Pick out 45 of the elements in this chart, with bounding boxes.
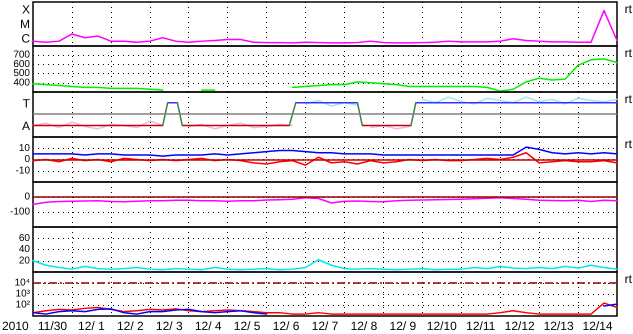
x-tick-label: 12/11 (466, 319, 496, 333)
text: M (20, 17, 30, 31)
line-series (32, 258, 618, 270)
text: rt (624, 2, 633, 16)
y-tick-label: -100 (10, 206, 30, 218)
x-tick-label: 12/ 6 (272, 319, 300, 333)
line-series (32, 146, 618, 157)
x-tick-label: 12/12 (504, 319, 536, 333)
x-axis-title: 2010 (2, 319, 30, 333)
x-tick-label: 11/30 (38, 319, 68, 333)
text: C (21, 32, 30, 46)
text: T (22, 96, 31, 110)
x-tick-label: 12/ 2 (116, 319, 144, 333)
x-tick-label: 12/ 8 (350, 319, 378, 333)
y-tick-label: 40 (18, 244, 30, 255)
x-tick-label: 12/ 4 (194, 319, 222, 333)
y-tick-label: 10³ (16, 288, 31, 300)
y-tick-label: 600 (13, 58, 30, 70)
y-tick-label: 400 (13, 77, 30, 88)
x-tick-label: 12/10 (426, 319, 458, 333)
line-series (32, 152, 618, 166)
text: A (22, 118, 30, 133)
y-tick-label: 700 (13, 50, 30, 61)
x-tick-label: 12/ 1 (78, 319, 106, 333)
x-tick-label: 12/14 (582, 319, 613, 333)
text: rt (624, 272, 633, 286)
y-tick-label: 20 (18, 255, 30, 266)
x-tick-label: 12/ 3 (156, 319, 183, 333)
line-series (32, 197, 618, 206)
x-tick-label: 12/13 (544, 319, 574, 333)
y-tick-label: 0 (24, 192, 30, 202)
y-tick-label: 60 (18, 232, 30, 244)
text: rt (624, 46, 633, 60)
y-tick-label: 10 (18, 142, 30, 154)
y-tick-label: 10² (16, 300, 31, 310)
y-tick-label: 500 (13, 68, 30, 80)
x-tick-label: 12/ 9 (390, 319, 417, 333)
text: X (22, 2, 30, 16)
y-tick-label: -10 (16, 165, 30, 176)
text: rt (624, 137, 633, 151)
x-tick-label: 12/ 5 (234, 319, 261, 333)
y-tick-label: 10⁴ (14, 278, 30, 288)
text: rt (624, 92, 633, 106)
y-tick-label: 0 (24, 154, 30, 165)
x-tick-label: 12/ 7 (312, 319, 339, 333)
